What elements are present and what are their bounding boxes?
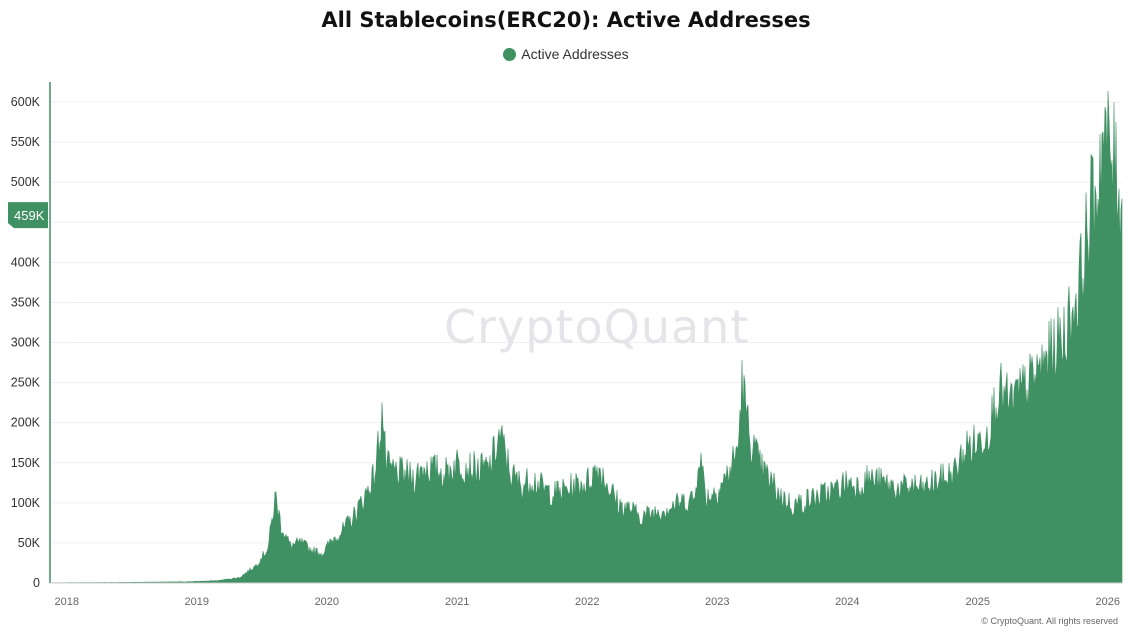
y-tick-label: 50K xyxy=(18,536,41,550)
current-value-marker-shape xyxy=(8,202,48,229)
legend[interactable]: Active Addresses xyxy=(0,46,1132,62)
current-value-label: 459K xyxy=(14,208,45,223)
x-tick-label: 2020 xyxy=(315,596,339,608)
chart-title: All Stablecoins(ERC20): Active Addresses xyxy=(321,8,811,32)
current-value-marker: 459K xyxy=(8,202,48,229)
x-tick-label: 2018 xyxy=(55,596,79,608)
x-tick-label: 2019 xyxy=(185,596,209,608)
y-tick-label: 550K xyxy=(11,135,41,149)
y-tick-label: 250K xyxy=(11,376,41,390)
y-axis-ticks: 050K100K150K200K250K300K350K400K450K500K… xyxy=(11,95,41,590)
x-tick-label: 2025 xyxy=(965,596,989,608)
x-tick-label: 2021 xyxy=(445,596,469,608)
y-tick-label: 350K xyxy=(11,295,41,309)
y-tick-label: 150K xyxy=(11,456,41,470)
grid-lines xyxy=(50,101,1122,544)
copyright-notice: © CryptoQuant. All rights reserved xyxy=(981,616,1118,626)
x-tick-label: 2022 xyxy=(575,596,599,608)
y-tick-label: 300K xyxy=(11,336,41,350)
y-tick-label: 600K xyxy=(11,95,41,109)
x-tick-label: 2026 xyxy=(1096,596,1120,608)
watermark-logo: CryptoQuant xyxy=(444,300,750,354)
x-axis-ticks: 2018 2019 2020 2021 2022 2023 2024 2025 2026 xyxy=(55,596,1120,608)
x-tick-label: 2024 xyxy=(835,596,859,608)
y-tick-label: 400K xyxy=(11,255,41,269)
y-tick-label: 500K xyxy=(11,175,41,189)
y-tick-label: 200K xyxy=(11,416,41,430)
y-tick-label: 0 xyxy=(33,576,40,590)
legend-label: Active Addresses xyxy=(521,46,629,62)
y-tick-label: 100K xyxy=(11,496,41,510)
x-tick-label: 2023 xyxy=(705,596,729,608)
series-area-active-addresses xyxy=(49,90,1123,584)
legend-dot-icon xyxy=(503,48,517,61)
